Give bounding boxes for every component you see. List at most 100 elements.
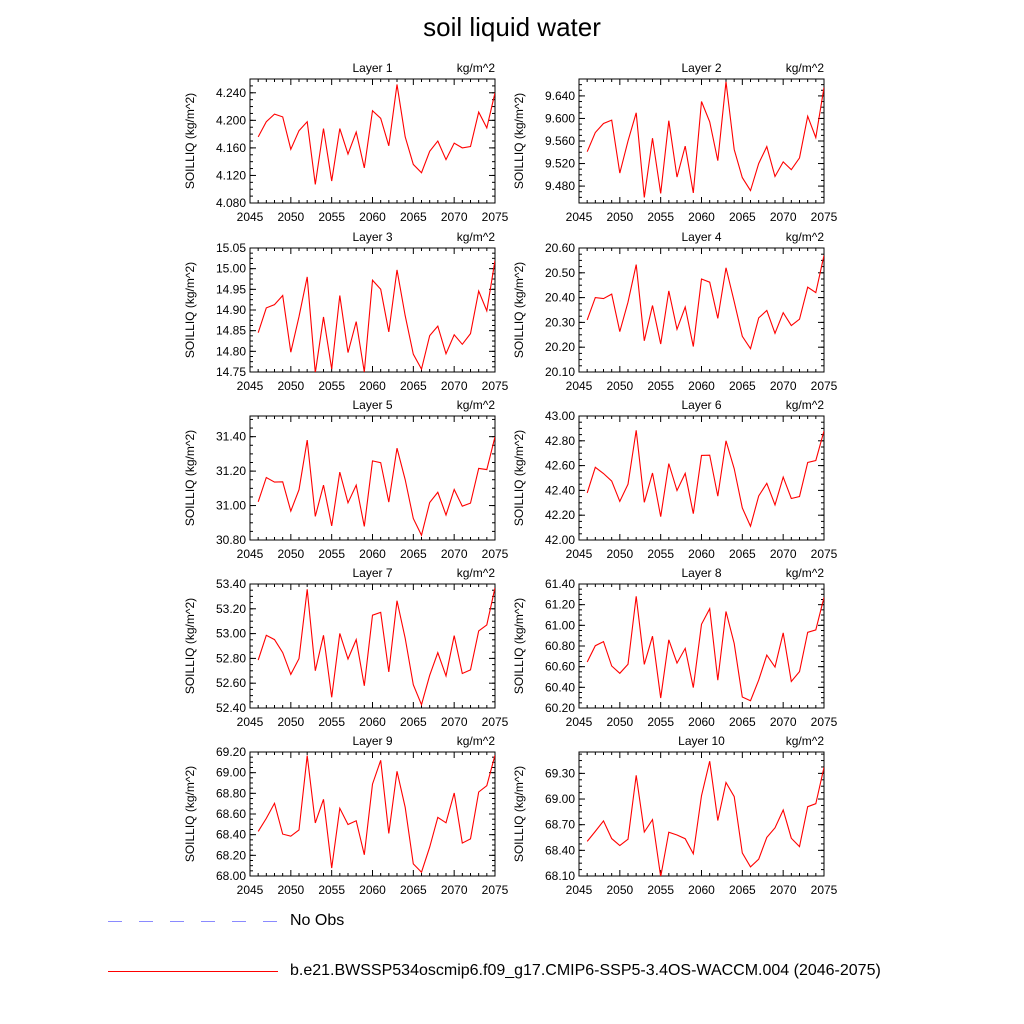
x-tick-label: 2075 bbox=[811, 883, 838, 897]
series-line bbox=[257, 260, 495, 372]
y-tick-label: 69.00 bbox=[216, 766, 246, 780]
x-tick-label: 2055 bbox=[318, 379, 345, 393]
y-tick-label: 31.00 bbox=[216, 499, 246, 513]
series-line bbox=[257, 436, 495, 537]
x-tick-label: 2070 bbox=[770, 379, 797, 393]
y-tick-label: 69.00 bbox=[545, 792, 575, 806]
y-tick-label: 9.520 bbox=[545, 157, 575, 171]
x-tick-label: 2070 bbox=[441, 210, 468, 224]
panel-layer-8: 2045 2050 2055 2060 2065 2070 2075 60.20 60.40 60… bbox=[512, 566, 838, 729]
x-tick-label: 2055 bbox=[647, 210, 674, 224]
y-tick-label: 42.40 bbox=[545, 483, 575, 497]
x-tick-label: 2050 bbox=[606, 379, 633, 393]
y-tick-label: 61.20 bbox=[545, 598, 575, 612]
x-tick-label: 2050 bbox=[606, 547, 633, 561]
panel-layer-4: 2045 2050 2055 2060 2065 2070 2075 20.10 20.20 20… bbox=[512, 230, 838, 393]
y-tick-label: 68.10 bbox=[545, 869, 575, 883]
x-tick-label: 2050 bbox=[606, 715, 633, 729]
panel-units: kg/m^2 bbox=[786, 398, 825, 412]
x-tick-label: 2065 bbox=[400, 210, 427, 224]
x-tick-label: 2045 bbox=[566, 715, 593, 729]
x-tick-label: 2055 bbox=[318, 715, 345, 729]
panel-units: kg/m^2 bbox=[457, 734, 496, 748]
y-tick-label: 53.20 bbox=[216, 602, 246, 616]
panel-title: Layer 5 bbox=[352, 398, 392, 412]
x-tick-label: 2070 bbox=[441, 715, 468, 729]
y-tick-label: 20.20 bbox=[545, 340, 575, 354]
y-tick-label: 61.40 bbox=[545, 577, 575, 591]
y-axis-label: SOILLIQ (kg/m^2) bbox=[183, 598, 197, 694]
y-tick-label: 20.60 bbox=[545, 241, 575, 255]
plot-frame bbox=[249, 415, 496, 541]
x-tick-label: 2045 bbox=[237, 883, 264, 897]
y-tick-label: 20.30 bbox=[545, 315, 575, 329]
x-tick-label: 2060 bbox=[688, 547, 715, 561]
y-tick-label: 68.40 bbox=[216, 828, 246, 842]
panel-units: kg/m^2 bbox=[786, 566, 825, 580]
y-tick-label: 9.480 bbox=[545, 179, 575, 193]
y-tick-label: 52.80 bbox=[216, 651, 246, 665]
y-tick-label: 68.00 bbox=[216, 869, 246, 883]
y-tick-label: 42.60 bbox=[545, 459, 575, 473]
series-line bbox=[586, 255, 824, 351]
panel-title: Layer 3 bbox=[352, 230, 392, 244]
x-tick-label: 2065 bbox=[729, 883, 756, 897]
panel-layer-3: 2045 2050 2055 2060 2065 2070 2075 14.75 14.80 14… bbox=[183, 230, 509, 393]
plot-frame bbox=[578, 247, 825, 373]
y-tick-label: 42.00 bbox=[545, 533, 575, 547]
series-line bbox=[257, 754, 495, 874]
panel-title: Layer 6 bbox=[681, 398, 721, 412]
panel-title: Layer 2 bbox=[681, 61, 721, 75]
x-tick-label: 2045 bbox=[566, 379, 593, 393]
x-tick-label: 2060 bbox=[359, 883, 386, 897]
x-tick-label: 2060 bbox=[359, 379, 386, 393]
panel-units: kg/m^2 bbox=[786, 734, 825, 748]
y-tick-label: 52.40 bbox=[216, 701, 246, 715]
x-tick-label: 2060 bbox=[688, 379, 715, 393]
x-tick-label: 2070 bbox=[770, 715, 797, 729]
y-axis-label: SOILLIQ (kg/m^2) bbox=[183, 262, 197, 358]
x-tick-label: 2050 bbox=[277, 379, 304, 393]
legend-item-model: b.e21.BWSSP534oscmip6.f09_g17.CMIP6-SSP5… bbox=[108, 961, 881, 981]
x-tick-label: 2045 bbox=[237, 210, 264, 224]
y-tick-label: 20.40 bbox=[545, 291, 575, 305]
panel-title: Layer 1 bbox=[352, 61, 392, 75]
panel-layer-5: 2045 2050 2055 2060 2065 2070 2075 30.80 31.00 31… bbox=[183, 398, 509, 561]
y-tick-label: 14.75 bbox=[216, 365, 246, 379]
y-axis-label: SOILLIQ (kg/m^2) bbox=[512, 262, 526, 358]
y-tick-label: 4.120 bbox=[216, 168, 246, 182]
x-tick-label: 2065 bbox=[400, 883, 427, 897]
plot-frame bbox=[578, 583, 825, 709]
y-tick-label: 9.640 bbox=[545, 89, 575, 103]
x-tick-label: 2065 bbox=[729, 547, 756, 561]
x-tick-label: 2070 bbox=[770, 210, 797, 224]
y-tick-label: 68.70 bbox=[545, 818, 575, 832]
x-tick-label: 2050 bbox=[606, 883, 633, 897]
y-tick-label: 60.60 bbox=[545, 660, 575, 674]
plot-frame bbox=[249, 78, 496, 204]
x-tick-label: 2045 bbox=[566, 547, 593, 561]
panel-layer-6: 2045 2050 2055 2060 2065 2070 2075 42.00 42.20 42… bbox=[512, 398, 838, 561]
y-tick-label: 68.40 bbox=[545, 843, 575, 857]
y-tick-label: 60.80 bbox=[545, 639, 575, 653]
legend-swatch-dashed bbox=[108, 920, 278, 922]
y-axis-label: SOILLIQ (kg/m^2) bbox=[512, 598, 526, 694]
x-tick-label: 2060 bbox=[688, 210, 715, 224]
x-tick-label: 2065 bbox=[729, 210, 756, 224]
panel-units: kg/m^2 bbox=[457, 398, 496, 412]
y-tick-label: 53.00 bbox=[216, 627, 246, 641]
x-tick-label: 2055 bbox=[647, 883, 674, 897]
panel-title: Layer 9 bbox=[352, 734, 392, 748]
x-tick-label: 2050 bbox=[606, 210, 633, 224]
x-tick-label: 2070 bbox=[770, 883, 797, 897]
plot-frame bbox=[578, 415, 825, 541]
y-tick-label: 14.90 bbox=[216, 303, 246, 317]
series-line bbox=[586, 596, 824, 702]
x-tick-label: 2070 bbox=[770, 547, 797, 561]
y-tick-label: 15.00 bbox=[216, 262, 246, 276]
x-tick-label: 2060 bbox=[359, 210, 386, 224]
panel-units: kg/m^2 bbox=[457, 230, 496, 244]
y-tick-label: 4.160 bbox=[216, 141, 246, 155]
series-line bbox=[257, 84, 495, 185]
y-axis-label: SOILLIQ (kg/m^2) bbox=[183, 766, 197, 862]
